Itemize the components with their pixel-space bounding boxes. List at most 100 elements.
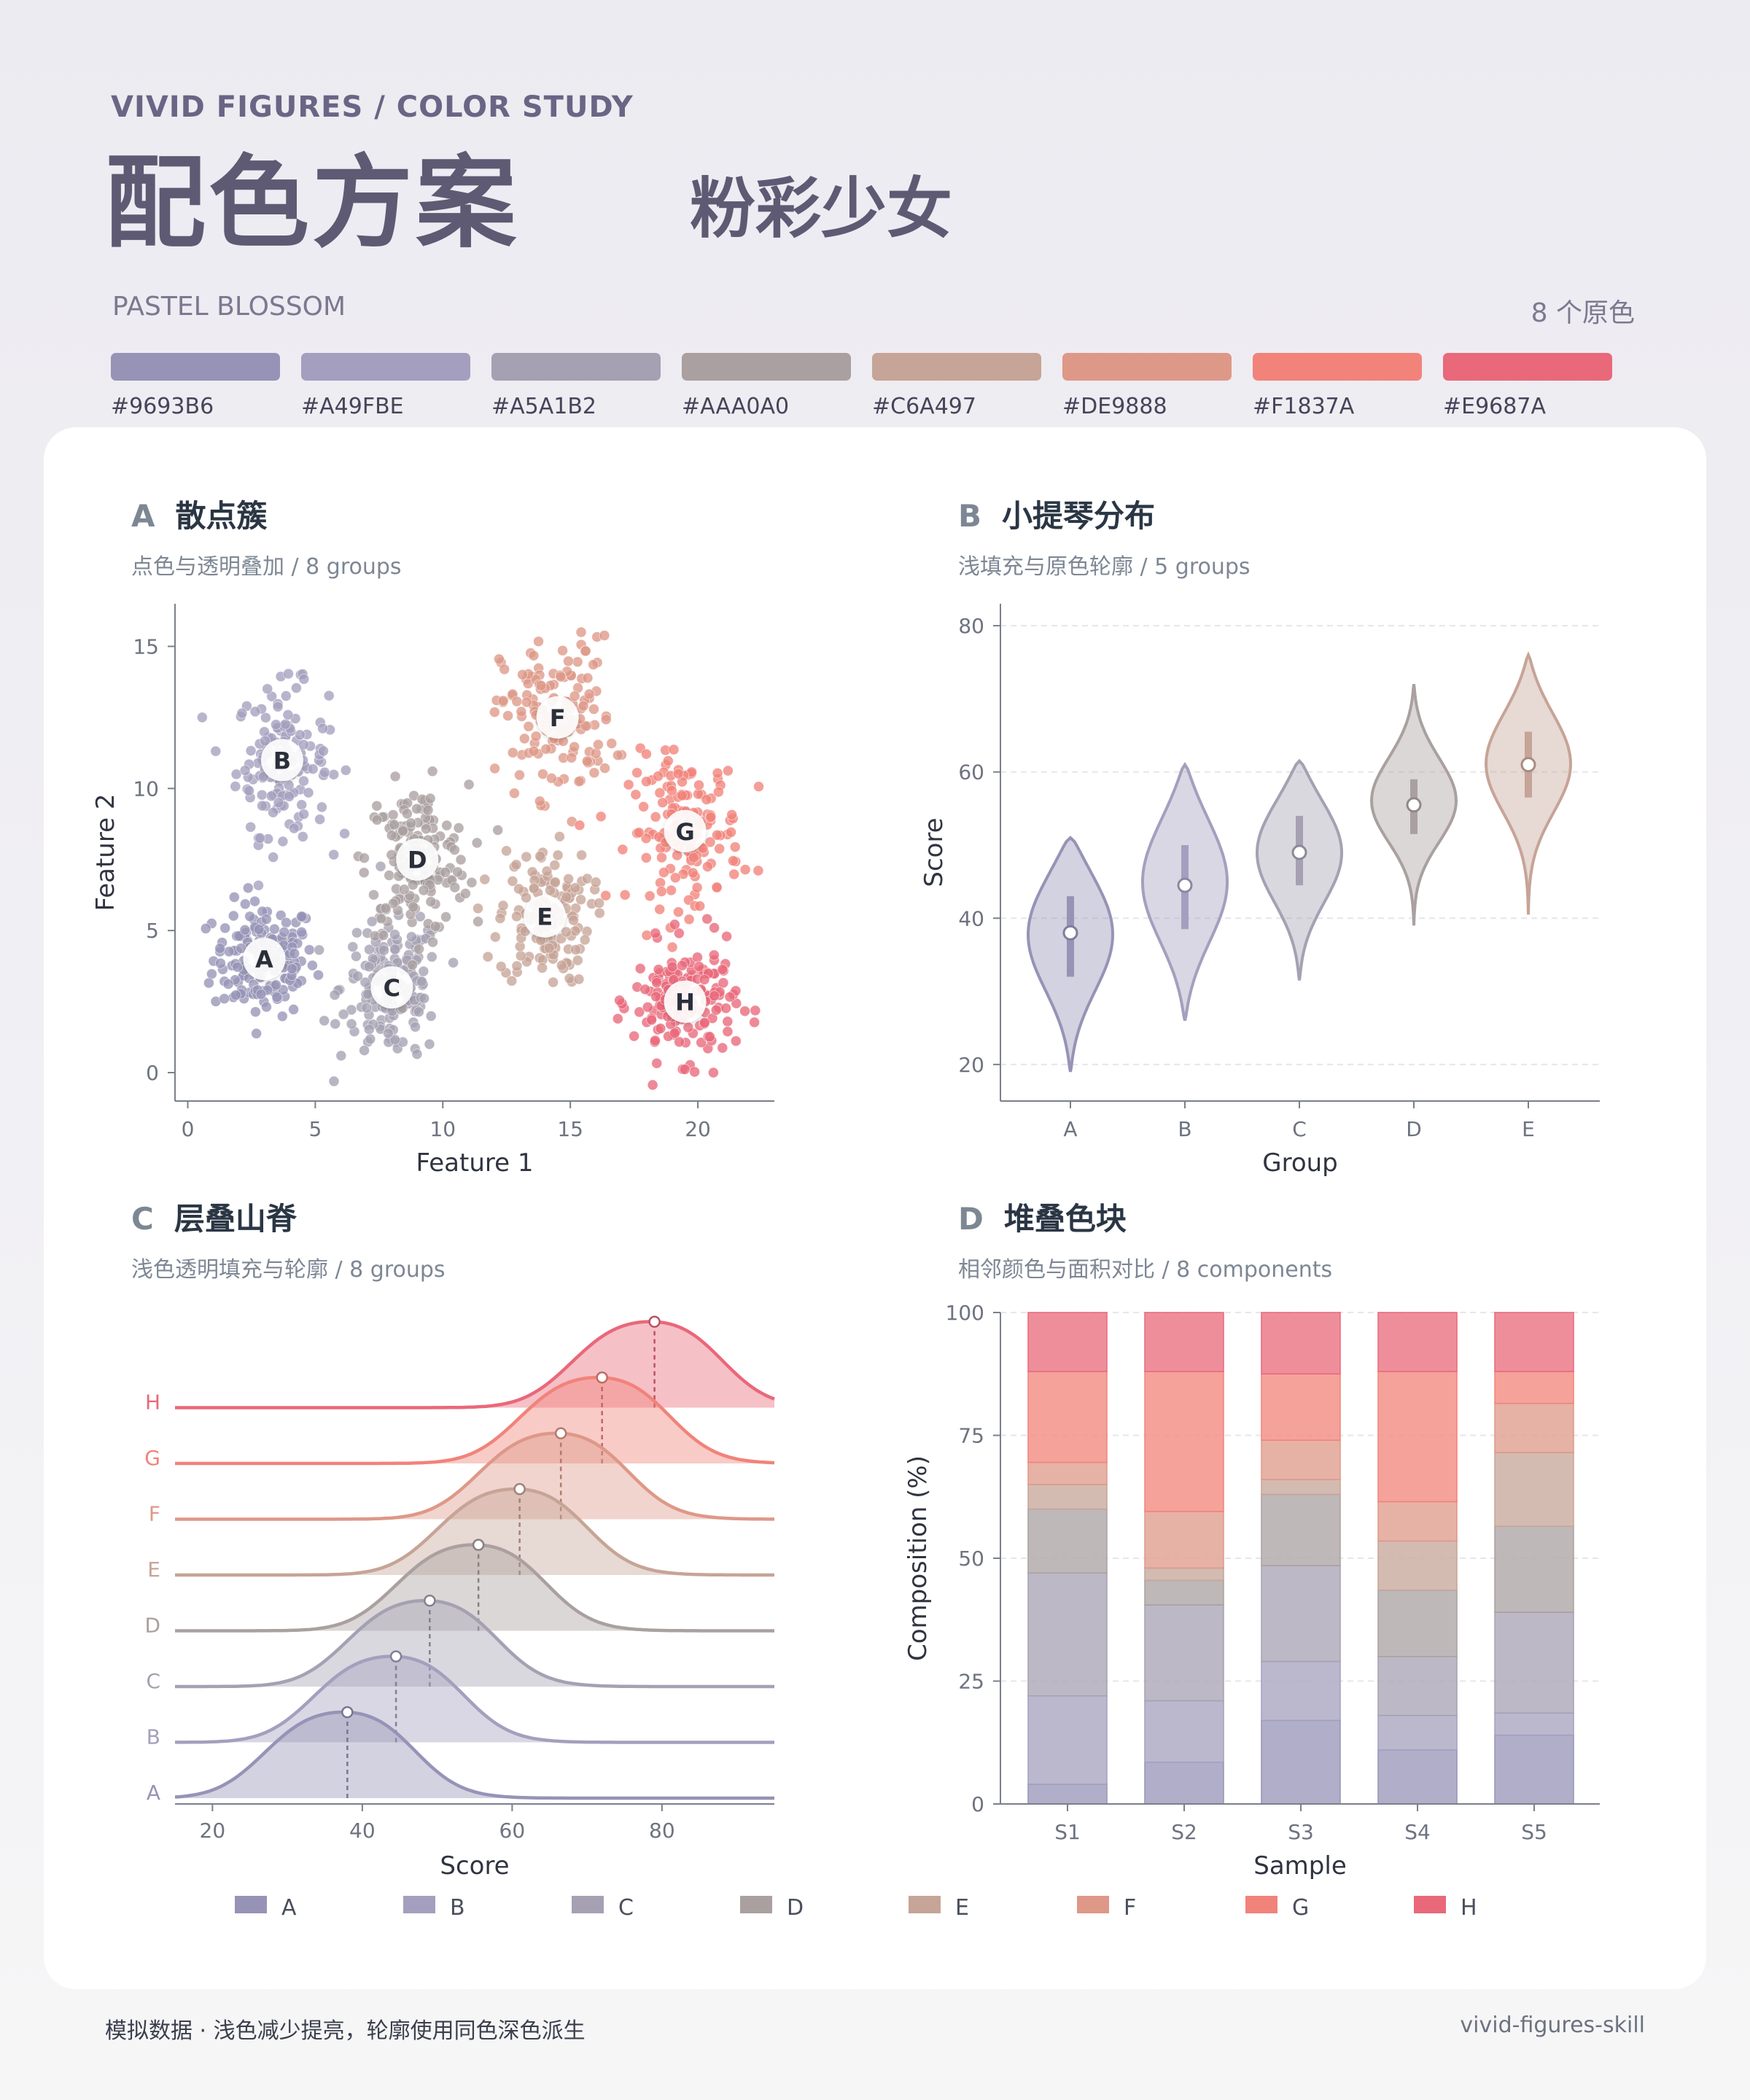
- scatter-point: [259, 735, 271, 747]
- scatter-point: [408, 901, 419, 913]
- scatter-point: [590, 876, 602, 888]
- scatter-point: [730, 1035, 742, 1047]
- scatter-point: [557, 645, 568, 656]
- scatter-point: [523, 720, 534, 732]
- scatter-point: [708, 1067, 719, 1078]
- scatter-point: [376, 913, 387, 925]
- palette-swatch: [1443, 353, 1612, 381]
- scatter-point: [576, 849, 587, 861]
- scatter-point: [599, 763, 610, 774]
- scatter-point: [569, 691, 580, 701]
- scatter-point: [228, 892, 240, 903]
- scatter-point: [318, 745, 329, 757]
- scatter-point: [753, 781, 764, 793]
- scatter-point: [339, 828, 351, 839]
- scatter-point: [297, 831, 308, 842]
- scatter-point: [575, 894, 586, 906]
- ridge-mean-point: [554, 1427, 567, 1439]
- scatter-point: [244, 911, 256, 922]
- scatter-point: [666, 961, 678, 973]
- scatter-point: [453, 822, 464, 833]
- legend-swatch: [740, 1896, 772, 1913]
- scatter-point: [718, 977, 729, 989]
- palette-swatch: [872, 353, 1041, 381]
- ridge-series-label: D: [144, 1614, 160, 1638]
- stacked-bar-segment: [1494, 1371, 1574, 1404]
- scatter-point: [288, 1004, 300, 1015]
- scatter-point: [653, 964, 664, 975]
- ridge-series-label: H: [145, 1391, 160, 1415]
- scatter-point: [328, 1076, 340, 1087]
- scatter-point: [709, 922, 720, 933]
- scatter-point: [673, 906, 684, 918]
- stacked-bar-segment: [1144, 1761, 1224, 1805]
- palette-hex-label: #E9687A: [1443, 394, 1546, 419]
- scatter-point: [389, 944, 400, 955]
- scatter-point: [726, 809, 738, 820]
- scatter-point: [521, 892, 532, 903]
- scatter-point: [578, 700, 589, 712]
- scatter-point: [650, 811, 661, 822]
- scatter-point: [572, 656, 583, 668]
- ridge-fill: [175, 1544, 774, 1631]
- scatter-point: [330, 1018, 341, 1030]
- scatter-point: [441, 820, 453, 831]
- cluster-label: F: [550, 704, 566, 732]
- scatter-point: [375, 860, 386, 872]
- scatter-point: [307, 763, 319, 774]
- stacked-bar-segment: [1027, 1461, 1108, 1485]
- stacked-bar-chart: S1 S2 S3 S4 S5 0 25 50 75 100 Sample Composition (%…: [903, 1301, 1600, 1881]
- stacked-bar-segment: [1494, 1611, 1574, 1714]
- scatter-point: [510, 859, 522, 871]
- scatter-point: [541, 866, 553, 877]
- panel-a-letter: A: [131, 498, 155, 534]
- scatter-point: [489, 931, 501, 943]
- scatter-point: [411, 1049, 423, 1060]
- scatter-point: [386, 830, 397, 841]
- y-tick-label: 10: [133, 777, 159, 801]
- scatter-point: [543, 942, 555, 954]
- legend-label: D: [787, 1895, 804, 1921]
- scatter-point: [507, 747, 518, 758]
- panel-c-description: 浅色透明填充与轮廓 / 8 groups: [131, 1257, 446, 1283]
- scatter-point: [701, 913, 713, 925]
- scatter-point: [383, 1027, 394, 1039]
- scatter-point: [389, 771, 401, 782]
- stacked-bar-segment: [1494, 1312, 1574, 1372]
- violin-median-point: [1062, 925, 1078, 941]
- ridge-line: [175, 1598, 774, 1689]
- scatter-point: [619, 889, 631, 901]
- scatter-point: [249, 706, 261, 718]
- scatter-point: [419, 992, 430, 1004]
- scatter-point: [268, 923, 280, 935]
- stacked-bar-segment: [1027, 1784, 1108, 1805]
- scatter-point: [594, 898, 604, 909]
- scatter-point: [673, 928, 685, 939]
- scatter-point: [566, 752, 578, 763]
- scatter-point: [371, 800, 383, 812]
- scatter-point: [260, 914, 272, 925]
- stacked-bar-segment: [1261, 1439, 1341, 1480]
- cluster-label: G: [675, 818, 694, 846]
- legend-label: G: [1292, 1895, 1309, 1921]
- scatter-point: [306, 960, 318, 971]
- scatter-point: [253, 879, 264, 891]
- scatter-point: [563, 656, 574, 667]
- scatter-point: [515, 950, 526, 962]
- scatter-point: [588, 659, 599, 670]
- scatter-point: [717, 964, 728, 975]
- scatter-point: [634, 1006, 645, 1018]
- stacked-bar-segment: [1261, 1312, 1341, 1374]
- scatter-point: [455, 854, 467, 866]
- scatter-point: [206, 968, 217, 980]
- scatter-point: [384, 870, 395, 881]
- scatter-point: [296, 799, 308, 811]
- scatter-point: [425, 896, 437, 907]
- stacked-bar-segment: [1144, 1511, 1224, 1569]
- scatter-point: [545, 884, 556, 896]
- scatter-point: [722, 1016, 734, 1027]
- stacked-bar-segment: [1494, 1734, 1574, 1805]
- scatter-point: [230, 781, 241, 792]
- scatter-point: [284, 790, 295, 802]
- cluster-label: B: [273, 747, 291, 774]
